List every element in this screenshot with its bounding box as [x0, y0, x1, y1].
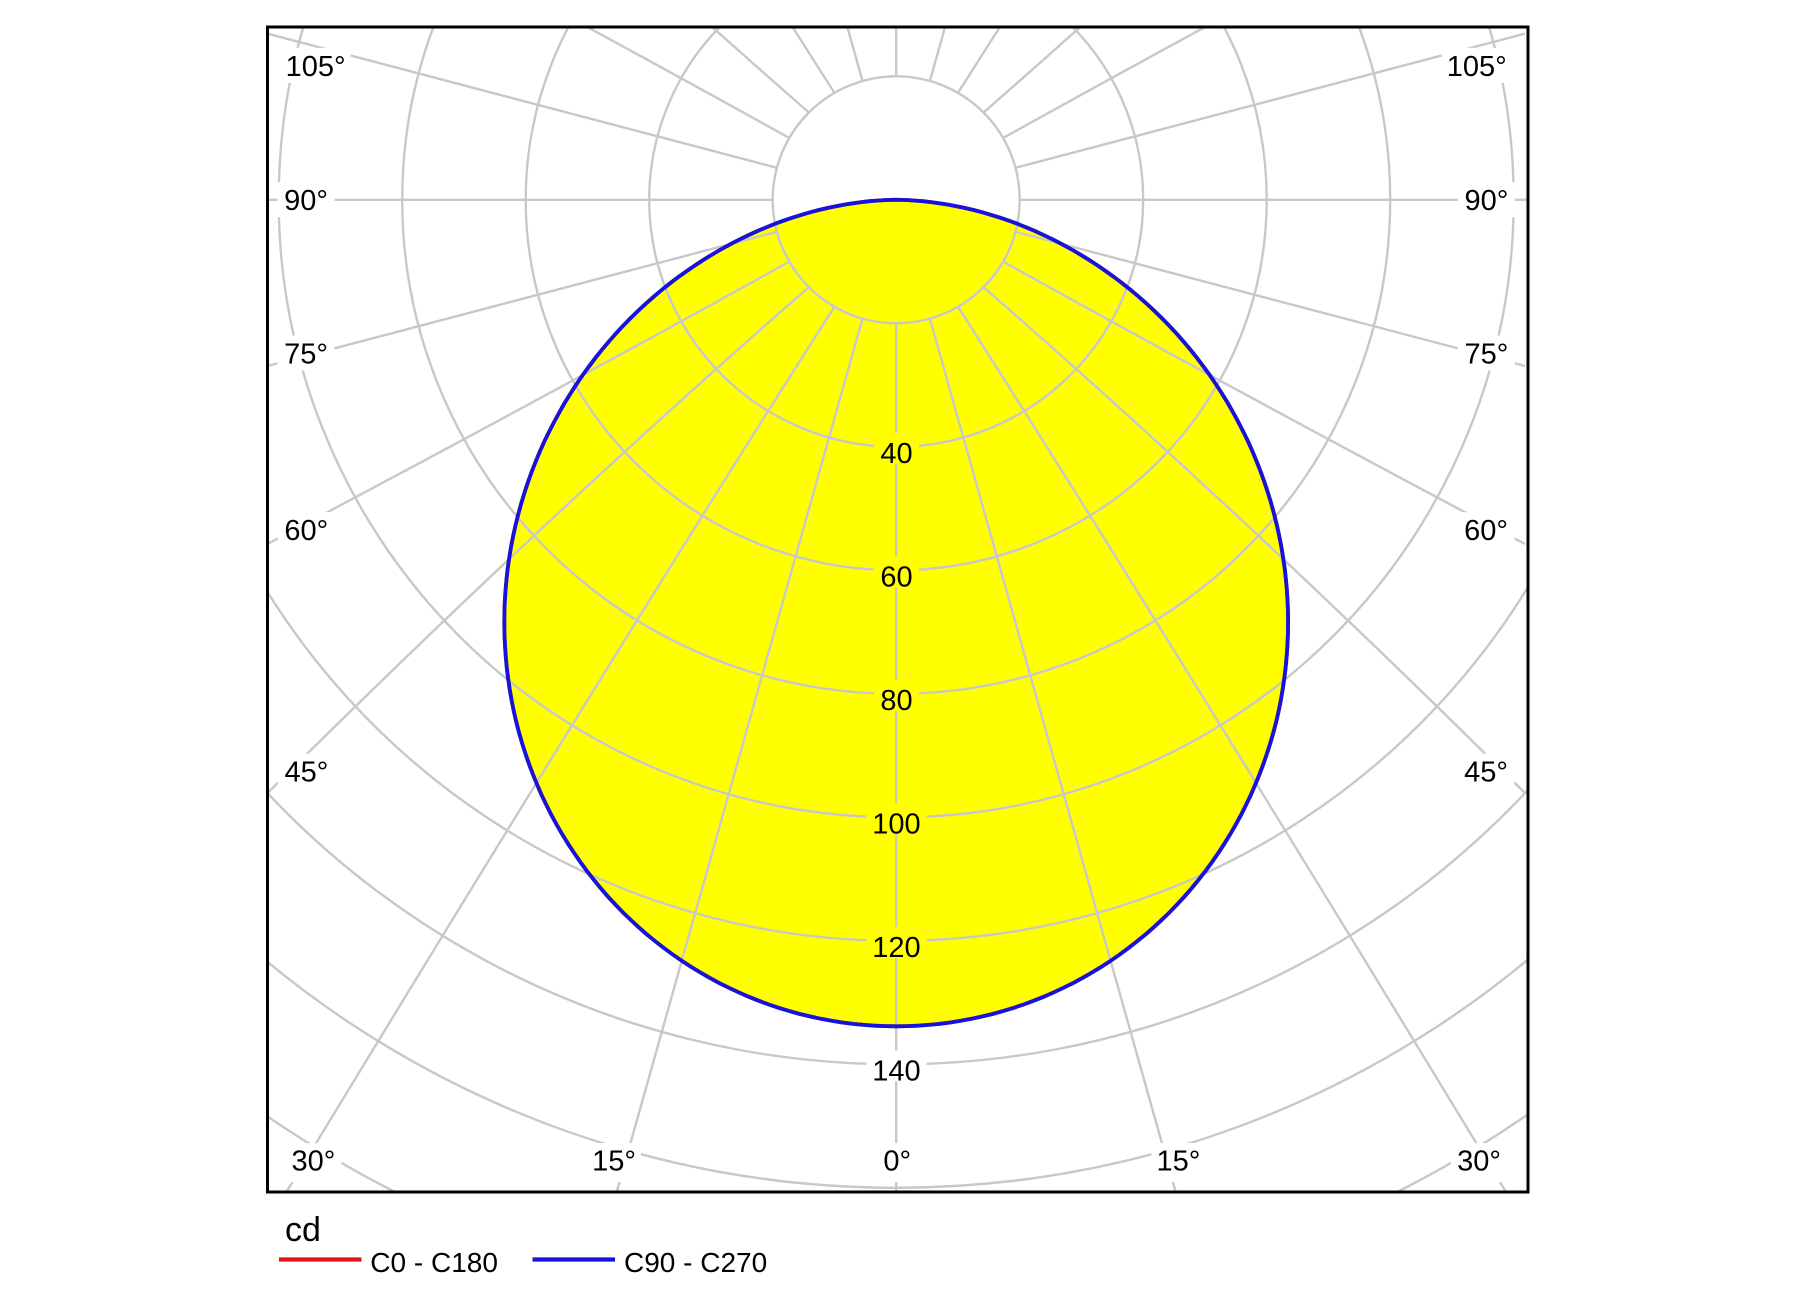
- svg-text:45°: 45°: [284, 757, 328, 789]
- svg-text:C90 - C270: C90 - C270: [624, 1247, 767, 1278]
- svg-text:0°: 0°: [883, 1145, 911, 1177]
- svg-text:cd: cd: [285, 1211, 321, 1249]
- svg-text:90°: 90°: [1464, 185, 1508, 217]
- svg-text:105°: 105°: [1447, 51, 1507, 83]
- svg-text:45°: 45°: [1464, 757, 1508, 789]
- svg-text:60°: 60°: [1464, 515, 1508, 547]
- svg-text:75°: 75°: [284, 339, 328, 371]
- svg-text:C0 - C180: C0 - C180: [370, 1247, 498, 1278]
- svg-text:105°: 105°: [286, 51, 346, 83]
- svg-text:40: 40: [880, 438, 912, 470]
- svg-text:100: 100: [872, 808, 920, 840]
- svg-text:140: 140: [872, 1055, 920, 1087]
- svg-text:80: 80: [880, 685, 912, 717]
- svg-text:120: 120: [872, 932, 920, 964]
- svg-text:15°: 15°: [592, 1145, 636, 1177]
- svg-text:75°: 75°: [1464, 339, 1508, 371]
- svg-text:15°: 15°: [1156, 1145, 1200, 1177]
- svg-text:60°: 60°: [284, 515, 328, 547]
- svg-text:30°: 30°: [291, 1146, 335, 1178]
- svg-text:30°: 30°: [1457, 1146, 1501, 1178]
- svg-text:60: 60: [880, 561, 912, 593]
- svg-text:90°: 90°: [284, 185, 328, 217]
